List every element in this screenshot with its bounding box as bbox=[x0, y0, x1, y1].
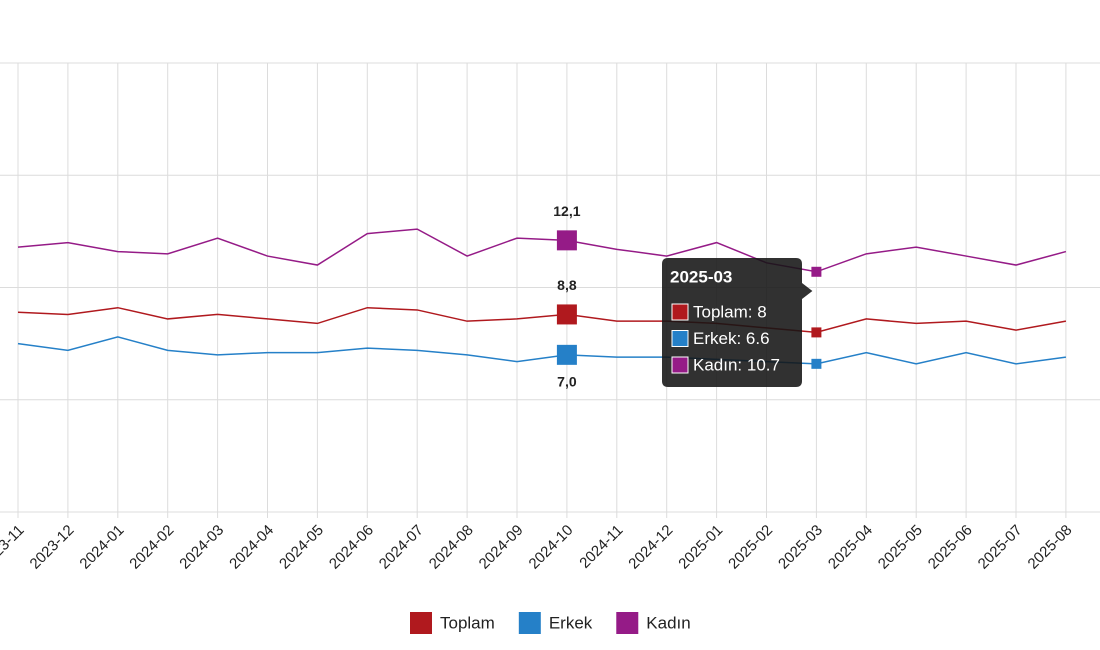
x-tick-label: 2025-04 bbox=[825, 522, 876, 573]
data-label: 8,8 bbox=[557, 277, 577, 293]
legend-swatch bbox=[410, 612, 432, 634]
x-tick-label: 2024-03 bbox=[176, 522, 227, 573]
data-label: 7,0 bbox=[557, 374, 577, 390]
x-tick-label: 2024-09 bbox=[476, 522, 527, 573]
x-tick-label: 2023-11 bbox=[0, 522, 28, 572]
x-tick-label: 2024-10 bbox=[526, 522, 577, 573]
point-marker bbox=[811, 358, 822, 369]
point-marker bbox=[556, 230, 577, 251]
x-tick-label: 2025-01 bbox=[675, 522, 726, 573]
tooltip-box bbox=[662, 258, 813, 387]
tooltip-item: Kadın: 10.7 bbox=[693, 355, 780, 374]
x-tick-label: 2025-07 bbox=[975, 522, 1026, 573]
legend-swatch bbox=[518, 612, 541, 634]
legend-label: Erkek bbox=[549, 613, 593, 632]
x-tick-label: 2024-06 bbox=[326, 522, 377, 573]
point-marker bbox=[556, 344, 577, 365]
tooltip-swatch bbox=[671, 356, 689, 374]
x-tick-label: 2024-02 bbox=[126, 522, 177, 573]
point-marker bbox=[556, 304, 577, 325]
tooltip-swatch bbox=[671, 330, 689, 347]
tooltip-swatch bbox=[671, 303, 689, 321]
x-tick-label: 2024-01 bbox=[76, 522, 127, 573]
point-marker bbox=[811, 266, 822, 277]
tooltip-item: Toplam: 8 bbox=[693, 302, 767, 321]
x-tick-label: 2025-02 bbox=[725, 522, 776, 573]
line-series bbox=[17, 228, 1067, 273]
legend-label: Kadın bbox=[646, 613, 690, 632]
x-tick-label: 2025-05 bbox=[875, 522, 926, 573]
tooltip-item: Erkek: 6.6 bbox=[693, 329, 770, 348]
line-series bbox=[17, 306, 1067, 334]
data-label: 12,1 bbox=[553, 203, 580, 219]
x-tick-label: 2025-06 bbox=[925, 522, 976, 573]
x-tick-label: 2025-08 bbox=[1025, 522, 1076, 573]
x-tick-label: 2024-11 bbox=[576, 522, 626, 572]
x-tick-label: 2024-04 bbox=[226, 522, 277, 573]
x-tick-label: 2024-05 bbox=[276, 522, 327, 573]
line-series bbox=[17, 336, 1067, 365]
x-tick-label: 2024-12 bbox=[625, 522, 676, 573]
tooltip-title: 2025-03 bbox=[670, 267, 732, 286]
x-tick-label: 2023-12 bbox=[27, 522, 78, 573]
legend-swatch bbox=[616, 612, 639, 634]
legend-label: Toplam bbox=[440, 613, 495, 632]
point-marker bbox=[811, 327, 822, 338]
x-tick-label: 2024-07 bbox=[376, 522, 427, 573]
x-tick-label: 2025-03 bbox=[775, 522, 826, 573]
x-tick-label: 2024-08 bbox=[426, 522, 477, 573]
